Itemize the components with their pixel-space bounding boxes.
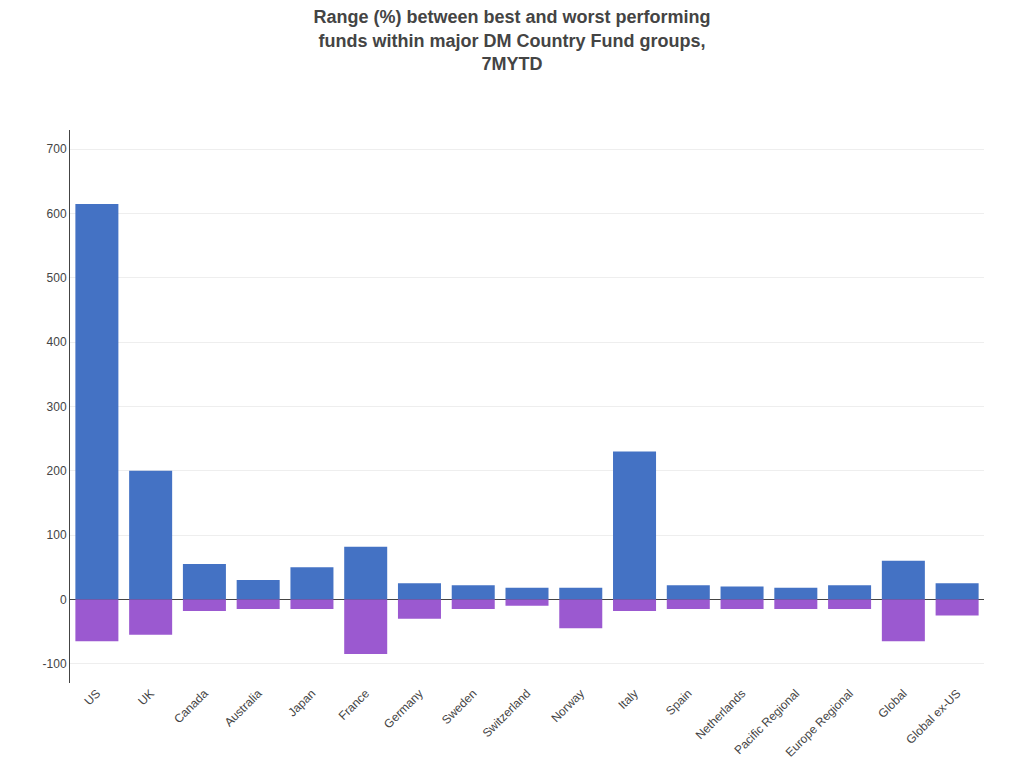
svg-text:Sweden: Sweden: [439, 686, 480, 727]
svg-text:200: 200: [47, 464, 67, 478]
svg-text:Spain: Spain: [663, 686, 695, 718]
svg-text:Canada: Canada: [171, 686, 211, 726]
svg-text:600: 600: [47, 207, 67, 221]
svg-text:Switzerland: Switzerland: [480, 686, 534, 740]
svg-text:Global: Global: [875, 686, 909, 720]
svg-text:-100: -100: [43, 657, 67, 671]
svg-text:Norway: Norway: [548, 686, 587, 725]
svg-text:400: 400: [47, 335, 67, 349]
svg-text:700: 700: [47, 142, 67, 156]
svg-text:France: France: [336, 686, 373, 723]
svg-text:500: 500: [47, 271, 67, 285]
svg-text:Pacific Regional: Pacific Regional: [731, 686, 802, 757]
svg-text:0: 0: [60, 593, 67, 607]
svg-text:Global ex-US: Global ex-US: [903, 686, 963, 746]
svg-text:300: 300: [47, 400, 67, 414]
svg-text:US: US: [82, 686, 104, 708]
svg-text:UK: UK: [135, 686, 157, 708]
svg-text:Japan: Japan: [285, 686, 318, 719]
svg-text:Europe Regional: Europe Regional: [783, 686, 856, 759]
svg-text:Netherlands: Netherlands: [693, 686, 749, 742]
svg-text:Range (%) between best and wor: Range (%) between best and worst perform…: [313, 7, 710, 74]
svg-text:100: 100: [47, 528, 67, 542]
svg-text:Germany: Germany: [381, 686, 426, 731]
svg-text:Australia: Australia: [222, 686, 265, 729]
svg-text:Italy: Italy: [615, 686, 640, 711]
